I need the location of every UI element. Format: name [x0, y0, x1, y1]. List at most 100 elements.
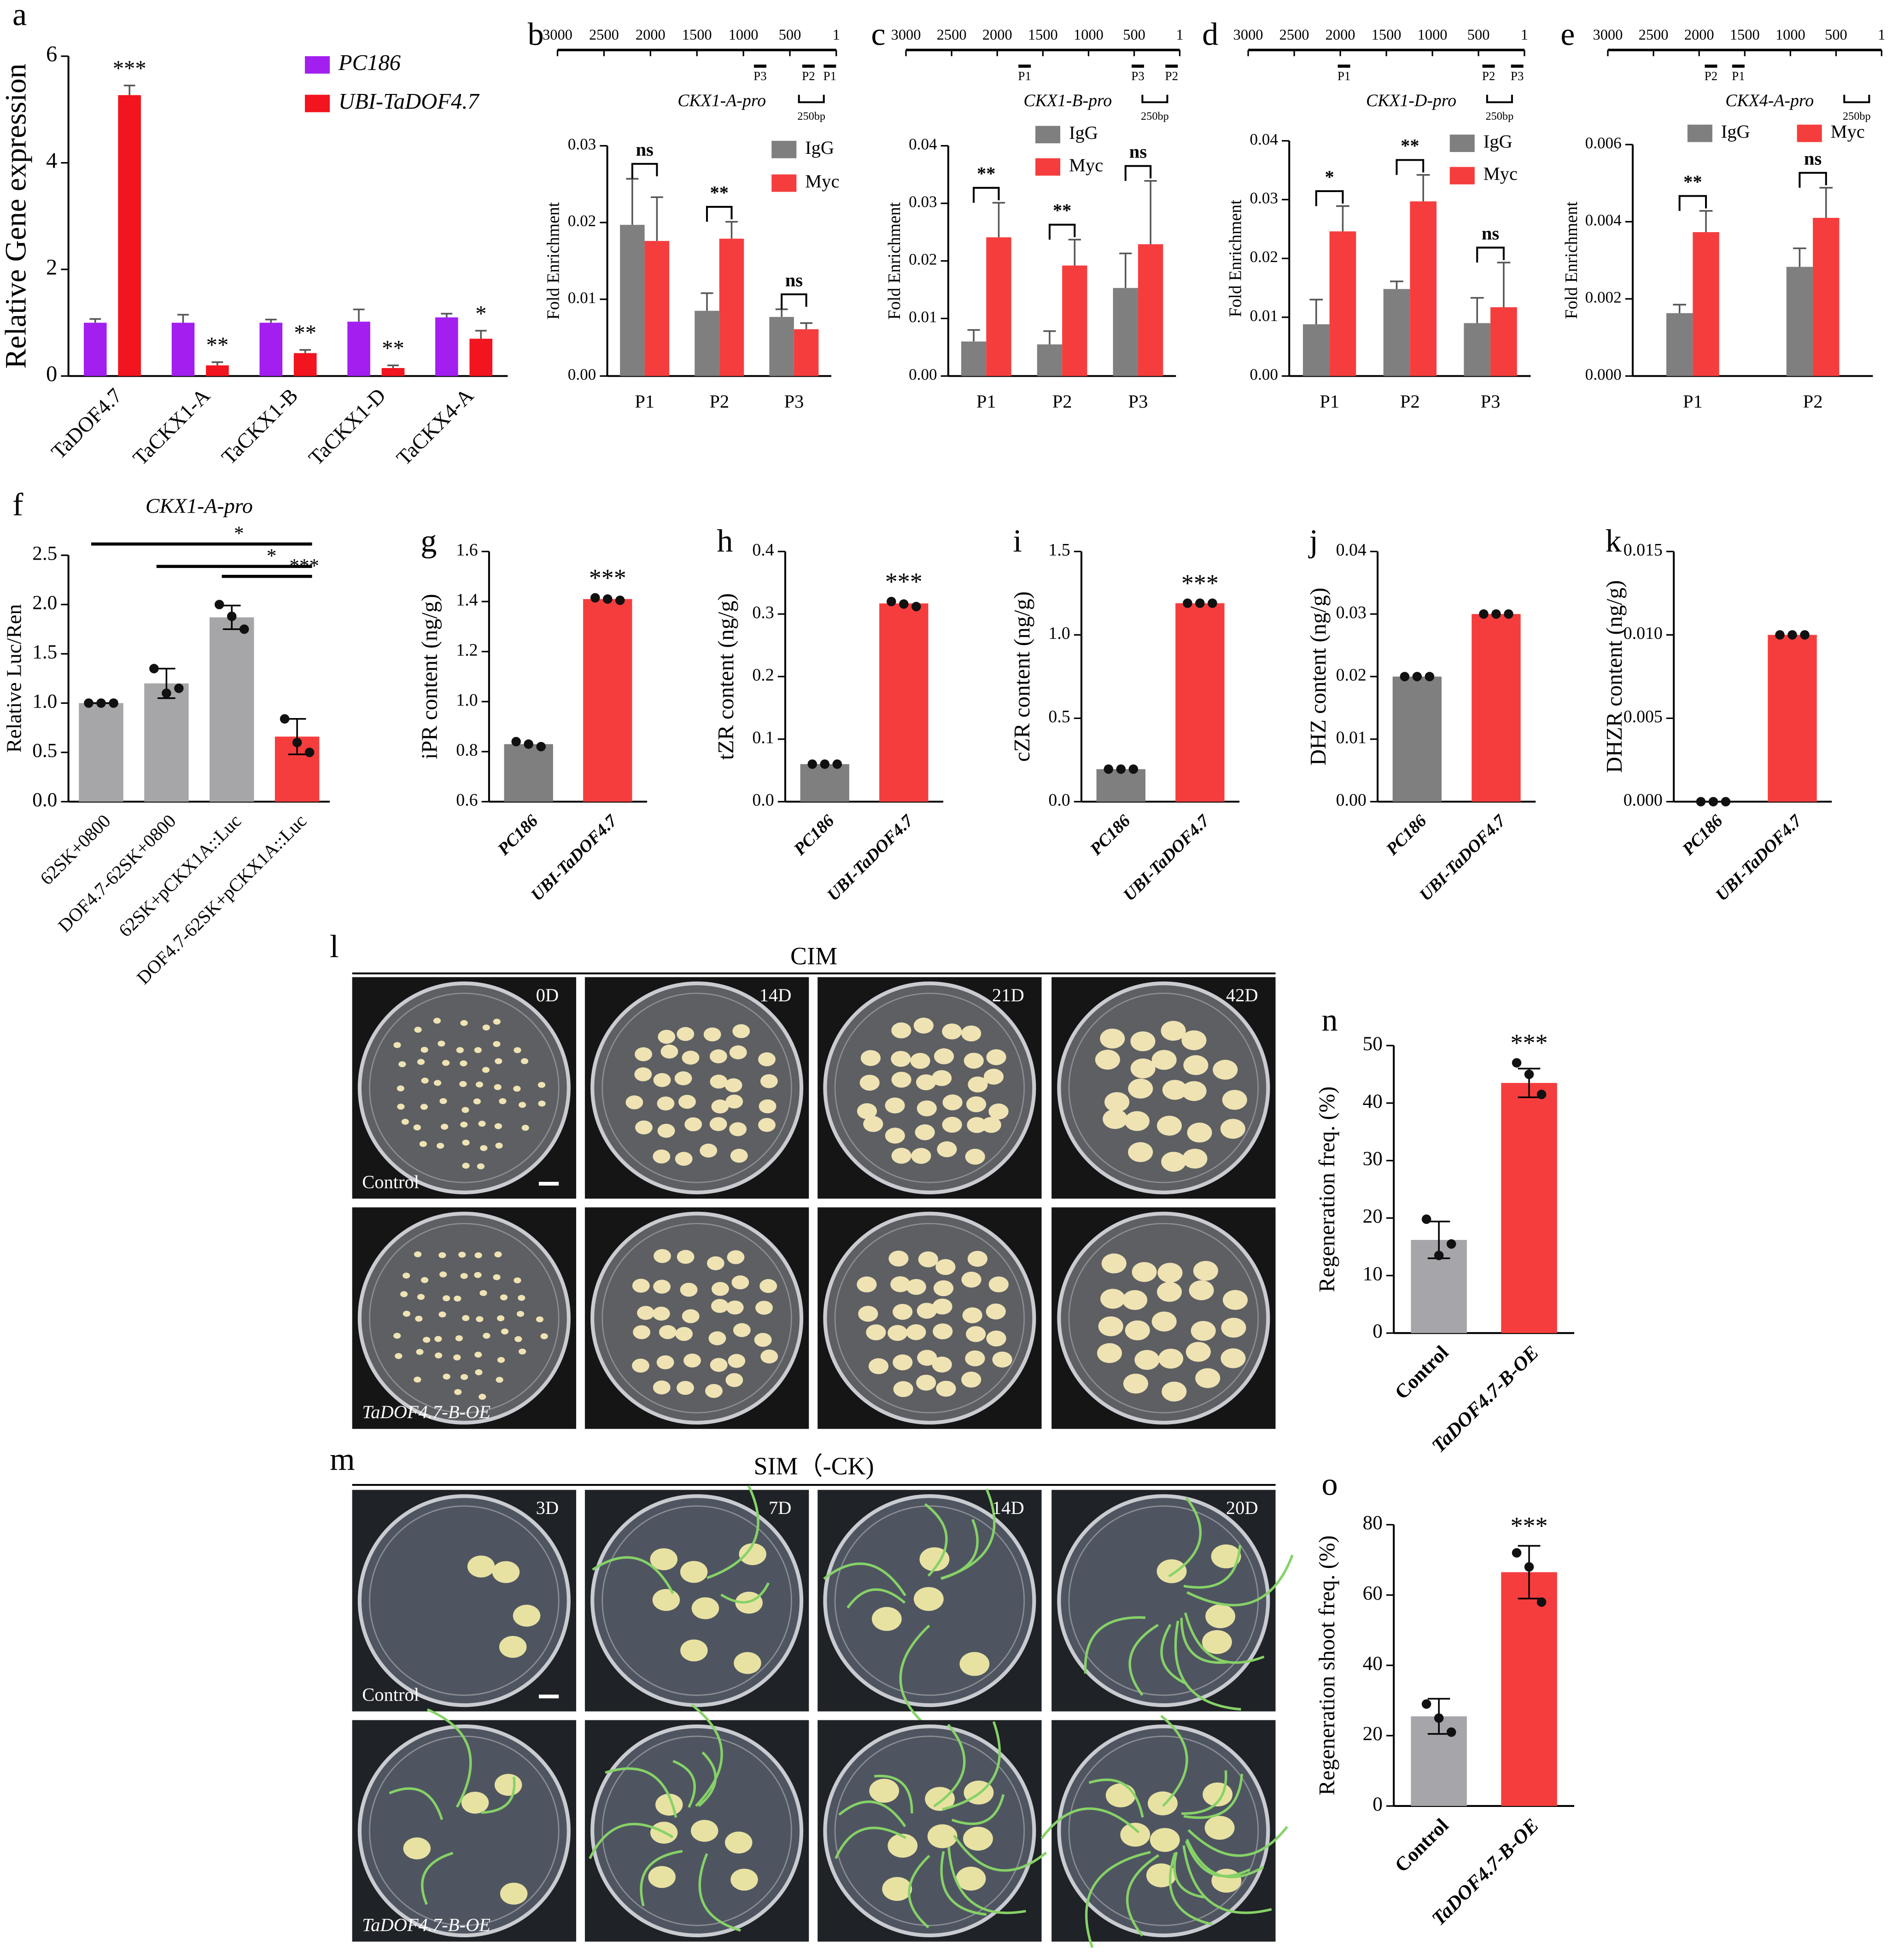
significance: **	[1683, 171, 1702, 192]
y-axis-label: Relative Gene expression	[0, 64, 32, 368]
panel-label: j	[1308, 523, 1318, 559]
shoot	[1185, 1841, 1250, 1877]
callus	[966, 1326, 986, 1342]
data-point	[1787, 630, 1797, 640]
promoter-tick-label: 1	[1176, 27, 1183, 43]
callus	[891, 1022, 911, 1039]
data-point	[162, 688, 171, 698]
petri-dish-inner	[602, 1223, 792, 1414]
row-label: Control	[362, 1171, 419, 1192]
callus	[932, 1298, 952, 1315]
callus	[467, 1555, 495, 1578]
shoot	[953, 1835, 1047, 1872]
data-point	[1434, 1713, 1444, 1723]
data-point	[1524, 1562, 1534, 1572]
promoter-tick-label: 2500	[1639, 27, 1669, 43]
bar	[1410, 201, 1437, 376]
y-tick-label: 2.0	[32, 591, 57, 614]
callus	[634, 1067, 652, 1081]
data-point	[832, 759, 842, 769]
y-tick-label: 10	[1363, 1262, 1383, 1285]
promoter-tick-label: 3000	[1593, 27, 1623, 43]
significance: ns	[785, 269, 803, 290]
callus	[421, 1046, 428, 1053]
bar	[1693, 232, 1719, 376]
shoot	[951, 1794, 1005, 1825]
y-tick-label: 1.2	[456, 640, 478, 660]
callus	[657, 1096, 675, 1111]
callus	[423, 1337, 431, 1343]
callus	[461, 1107, 469, 1113]
callus	[656, 1355, 674, 1369]
callus	[493, 1018, 501, 1025]
y-tick-label: 0.6	[456, 790, 478, 810]
callus	[1156, 1559, 1187, 1584]
x-tick-label: P2	[1400, 391, 1420, 412]
callus	[1151, 1311, 1177, 1332]
bar	[1392, 676, 1442, 802]
data-point	[1400, 672, 1410, 682]
callus	[1095, 1050, 1120, 1070]
y-tick-label: 0.010	[1624, 624, 1663, 643]
panel-label: l	[330, 929, 339, 964]
promoter-name: CKX4-A-pro	[1725, 91, 1814, 111]
callus	[414, 1376, 421, 1383]
callus	[653, 1073, 671, 1087]
callus	[965, 1149, 985, 1165]
callus	[917, 1303, 937, 1319]
significance: ***	[589, 564, 626, 591]
callus	[660, 1044, 678, 1059]
callus	[917, 1350, 937, 1366]
shoot	[1183, 1545, 1241, 1589]
y-axis-label: Fold Enrichment	[1562, 201, 1581, 319]
significance-bracket	[781, 293, 807, 310]
callus	[514, 1336, 522, 1342]
callus	[433, 1017, 441, 1024]
callus	[438, 1311, 446, 1318]
callus	[913, 1017, 934, 1034]
callus	[413, 1124, 421, 1131]
legend-swatch	[1449, 134, 1475, 152]
callus	[479, 1290, 487, 1296]
shoot	[1126, 1854, 1160, 1937]
significance-bracket	[1678, 195, 1707, 211]
callus	[759, 1099, 777, 1114]
callus	[1132, 1262, 1157, 1282]
callus	[859, 1075, 880, 1091]
bar	[1464, 323, 1491, 376]
y-tick-label: 0.2	[752, 666, 774, 685]
petri-dish-inner	[1068, 993, 1259, 1183]
significance: ***	[1511, 1029, 1548, 1057]
y-tick-label: 0.02	[1250, 248, 1278, 266]
y-tick-label: 0.004	[1585, 211, 1622, 229]
callus	[514, 1047, 521, 1053]
callus	[658, 1029, 676, 1044]
callus	[1213, 1059, 1238, 1080]
significance-bracket	[1799, 172, 1827, 188]
callus	[433, 1080, 442, 1086]
x-tick-label: P3	[1481, 391, 1501, 412]
y-tick-label: 0.00	[909, 365, 937, 383]
callus	[398, 1061, 406, 1068]
y-tick-label: 0	[1373, 1320, 1383, 1342]
chart-title: CKX1-A-pro	[146, 494, 253, 517]
callus	[934, 1048, 954, 1064]
row-label: Control	[362, 1684, 419, 1705]
callus	[637, 1306, 654, 1320]
data-point	[1116, 764, 1126, 774]
y-tick-label: 0.006	[1585, 134, 1622, 152]
callus	[858, 1306, 878, 1322]
y-tick-label: 60	[1363, 1582, 1383, 1604]
shoot	[933, 1724, 966, 1807]
bar	[1501, 1083, 1557, 1333]
callus	[421, 1277, 429, 1283]
shoot	[389, 1787, 444, 1820]
y-axis-label: Fold Enrichment	[1226, 199, 1245, 317]
panel-label: d	[1202, 17, 1218, 53]
callus	[916, 1374, 936, 1391]
legend-swatch	[304, 94, 330, 112]
panel-label: h	[717, 523, 733, 559]
y-tick-label: 20	[1363, 1723, 1383, 1745]
callus	[961, 1025, 981, 1042]
x-tick-label: P1	[1320, 391, 1339, 412]
